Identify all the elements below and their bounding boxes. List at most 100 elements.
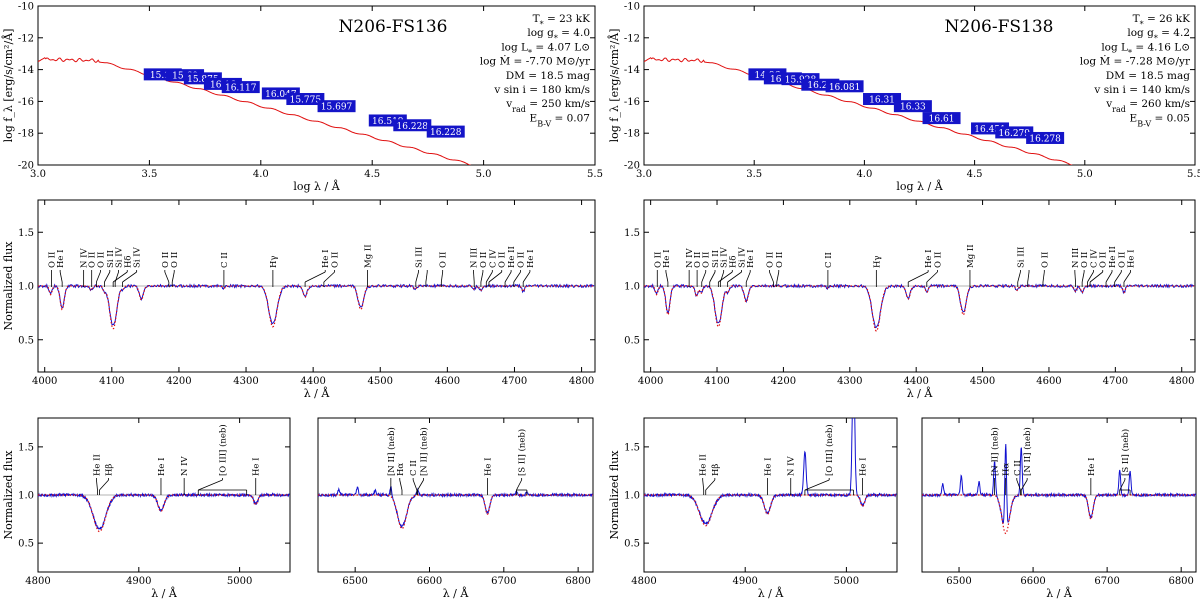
x-tick-label: 4900 xyxy=(126,576,151,587)
line-id-marker xyxy=(1119,479,1126,491)
y-tick-label: 1.0 xyxy=(18,491,34,502)
line-id-label: He I xyxy=(746,249,756,268)
y-tick-label: 0.5 xyxy=(624,335,640,346)
line-id-marker xyxy=(769,271,774,283)
line-id-label: O II xyxy=(439,252,449,268)
x-tick-label: 4500 xyxy=(970,376,995,387)
model-spectrum-line xyxy=(644,285,1195,332)
line-id-label: Hβ xyxy=(711,464,721,476)
y-tick-label: -10 xyxy=(18,2,34,13)
panel-sed_fs136: 3.0 3.5 4.0 4.5 5.0 5.5 -20 -18 -16 -14 -12 -10 log … xyxy=(1,2,603,194)
line-id-label: He I xyxy=(321,249,331,268)
spectrum-group xyxy=(38,283,595,330)
observed-spectrum-line xyxy=(644,283,1195,329)
photometry-box xyxy=(922,112,961,125)
line-id-label: C II xyxy=(1013,460,1023,476)
line-id-label: Hα xyxy=(1002,463,1012,476)
line-id-label: He I xyxy=(1087,457,1097,476)
line-id-label: O II xyxy=(653,252,663,268)
stellar-parameter: vrad = 260 km/s xyxy=(1105,98,1190,114)
line-id-marker xyxy=(122,271,137,283)
stellar-parameter: T* = 26 kK xyxy=(1133,13,1191,29)
line-id-marker xyxy=(776,271,780,283)
line-id-marker xyxy=(745,271,751,283)
x-tick-label: 4400 xyxy=(903,376,928,387)
stellar-parameter: log Ṁ = -7.70 M⊙/yr xyxy=(480,54,591,68)
x-tick-label: 4000 xyxy=(638,376,663,387)
y-tick-label: -20 xyxy=(624,161,640,172)
line-id-marker xyxy=(480,271,484,283)
stellar-parameter: DM = 18.5 mag xyxy=(1106,70,1191,82)
line-id-label: Hδ xyxy=(123,255,133,268)
stellar-parameter: log Ṁ = -7.28 M⊙/yr xyxy=(1080,54,1191,68)
line-id-label: N IV xyxy=(685,248,695,268)
line-id-label: O II xyxy=(479,252,489,268)
line-id-label: [S II] (neb) xyxy=(517,429,528,476)
line-id-marker xyxy=(198,479,223,491)
stellar-parameter: v sin i = 140 km/s xyxy=(1093,84,1190,96)
line-id-marker xyxy=(1020,479,1028,491)
line-id-label: Si II xyxy=(711,250,721,268)
line-id-label: He II xyxy=(507,246,517,268)
photometry-label: 16.61 xyxy=(929,115,955,125)
x-tick-label: 4500 xyxy=(368,376,393,387)
y-tick-label: -20 xyxy=(18,161,34,172)
line-id-marker xyxy=(665,271,669,283)
line-id-label: O II xyxy=(161,252,171,268)
line-id-label: [O III] (neb) xyxy=(217,424,228,476)
y-tick-label: -12 xyxy=(18,33,34,44)
x-tick-label: 5000 xyxy=(834,576,859,587)
model-sed-line xyxy=(644,57,1073,165)
observed-spectrum-line xyxy=(922,443,1196,525)
spectrum-group xyxy=(644,283,1195,332)
y-tick-label: -12 xyxy=(624,33,640,44)
line-id-label: O II xyxy=(1040,252,1050,268)
y-tick-label: 1.0 xyxy=(624,282,640,293)
x-axis-label: λ / Å xyxy=(907,386,934,400)
line-id-marker xyxy=(96,479,98,491)
x-tick-label: 4900 xyxy=(732,576,757,587)
line-id-marker xyxy=(399,479,403,491)
line-id-label: N IV xyxy=(80,248,90,268)
model-spectrum-line xyxy=(644,494,897,527)
line-id-marker xyxy=(1042,271,1045,283)
line-id-marker xyxy=(417,479,424,491)
line-id-marker xyxy=(412,479,418,491)
observed-spectrum-line xyxy=(38,283,595,326)
x-tick-label: 4000 xyxy=(32,376,57,387)
plot-frame xyxy=(643,5,1196,166)
line-id-marker xyxy=(473,271,475,283)
x-tick-label: 3.0 xyxy=(636,169,652,180)
stellar-parameter: v sin i = 180 km/s xyxy=(493,84,590,96)
x-tick-label: 5.0 xyxy=(1077,169,1093,180)
line-id-label: Hγ xyxy=(872,256,882,269)
x-tick-label: 4800 xyxy=(1169,376,1194,387)
line-id-label: O II xyxy=(96,252,106,268)
line-id-label: Si IV xyxy=(115,246,125,268)
line-id-marker xyxy=(415,271,419,283)
line-id-marker xyxy=(1114,271,1122,283)
x-tick-label: 5.5 xyxy=(1187,169,1200,180)
x-tick-label: 4.5 xyxy=(967,169,983,180)
photometry-box xyxy=(317,100,356,113)
line-id-label: He I xyxy=(56,249,66,268)
photometry-label: 16.21 xyxy=(807,81,833,91)
line-id-label: C IV xyxy=(488,248,498,268)
line-id-label: He II xyxy=(699,454,709,476)
line-id-marker xyxy=(513,271,521,283)
line-id-marker xyxy=(1074,271,1076,283)
x-tick-label: 4800 xyxy=(631,576,656,587)
line-id-label: Si IV xyxy=(738,246,748,268)
y-tick-label: 1.0 xyxy=(18,282,34,293)
x-tick-label: 5.0 xyxy=(476,169,492,180)
y-tick-label: 1.5 xyxy=(18,442,34,453)
line-id-label: C IV xyxy=(1089,248,1099,268)
photometry-label: 16.519 xyxy=(372,117,404,127)
x-tick-label: 4300 xyxy=(837,376,862,387)
spectrum-group xyxy=(644,418,897,527)
y-tick-label: 1.5 xyxy=(18,228,34,239)
line-id-label: O II xyxy=(88,252,98,268)
line-id-marker xyxy=(104,271,111,283)
line-id-marker xyxy=(727,271,742,283)
